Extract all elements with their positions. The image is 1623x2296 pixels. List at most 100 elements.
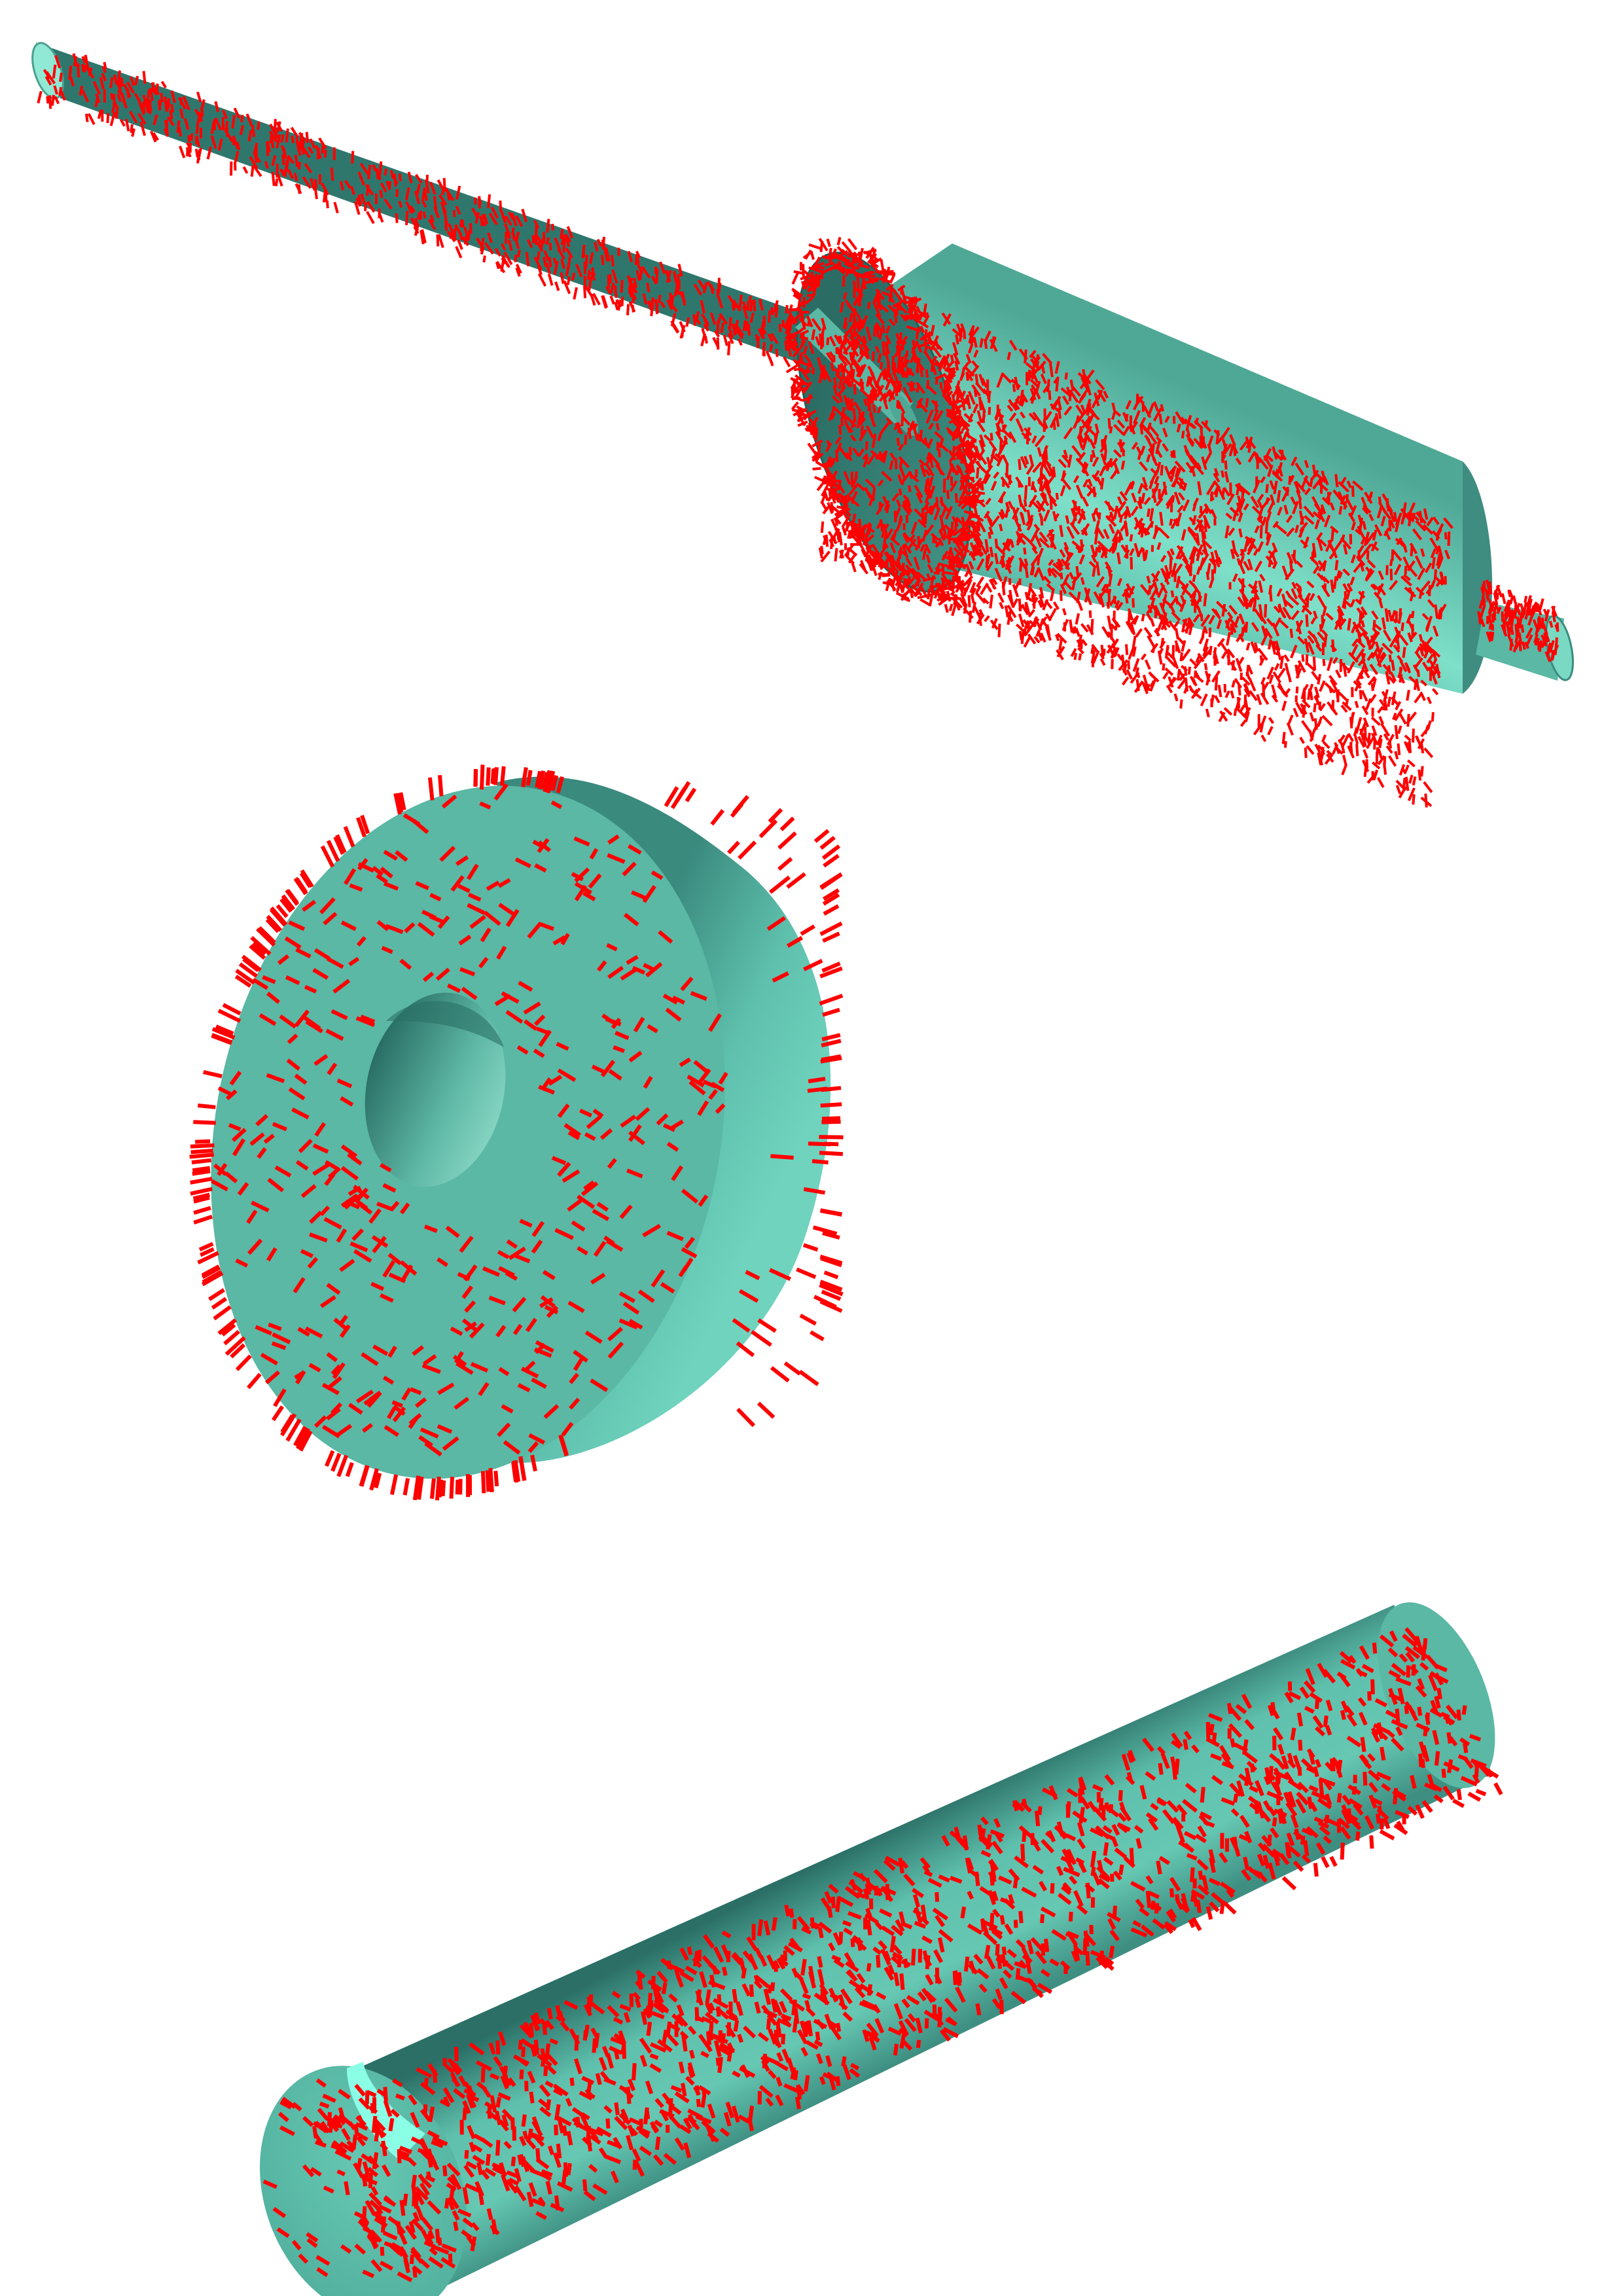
normal-marker bbox=[975, 521, 980, 531]
normal-marker bbox=[1007, 594, 1015, 609]
normal-marker bbox=[1055, 492, 1059, 500]
normal-marker bbox=[874, 346, 880, 353]
normal-marker bbox=[1319, 703, 1326, 711]
normal-marker bbox=[298, 132, 306, 141]
normal-marker bbox=[419, 230, 425, 245]
normal-marker bbox=[359, 1465, 369, 1487]
normal-marker bbox=[1142, 484, 1149, 492]
normal-marker bbox=[1056, 561, 1064, 571]
normal-marker bbox=[285, 975, 300, 986]
normal-marker bbox=[560, 228, 564, 240]
normal-marker bbox=[1250, 641, 1257, 654]
normal-marker bbox=[249, 1132, 265, 1146]
normal-marker bbox=[583, 261, 587, 274]
normal-marker bbox=[235, 1354, 252, 1371]
normal-marker bbox=[404, 922, 416, 933]
normal-marker bbox=[1255, 1780, 1264, 1797]
normal-marker bbox=[812, 439, 823, 448]
normal-marker bbox=[523, 1001, 541, 1015]
normal-marker bbox=[1111, 658, 1114, 670]
normal-marker bbox=[867, 524, 872, 535]
normal-marker bbox=[851, 347, 859, 357]
normal-marker bbox=[1377, 748, 1383, 759]
normal-marker bbox=[1296, 490, 1302, 501]
normal-marker bbox=[97, 109, 103, 119]
normal-marker bbox=[1047, 568, 1052, 577]
normal-marker bbox=[1261, 497, 1271, 509]
normal-marker bbox=[217, 1009, 241, 1023]
normal-marker bbox=[573, 1350, 588, 1363]
normal-marker bbox=[1118, 1790, 1123, 1801]
normal-marker bbox=[900, 590, 911, 598]
normal-marker bbox=[996, 454, 1004, 467]
normal-marker bbox=[821, 961, 841, 973]
normal-marker bbox=[703, 323, 709, 332]
normal-marker bbox=[1035, 390, 1041, 400]
normal-marker bbox=[236, 141, 241, 151]
normal-marker bbox=[255, 1114, 268, 1126]
normal-marker bbox=[1096, 526, 1105, 539]
normal-marker bbox=[404, 2225, 418, 2240]
normal-marker bbox=[1232, 573, 1238, 583]
normal-marker bbox=[849, 363, 854, 375]
normal-marker bbox=[793, 270, 804, 275]
normal-marker bbox=[211, 1027, 236, 1040]
normal-marker bbox=[1179, 673, 1186, 681]
normal-marker bbox=[1065, 562, 1071, 570]
normal-marker bbox=[1144, 549, 1149, 560]
normal-marker bbox=[373, 2119, 386, 2132]
normal-marker bbox=[618, 1318, 638, 1330]
normal-marker bbox=[474, 211, 480, 224]
normal-marker bbox=[882, 341, 886, 356]
normal-marker bbox=[836, 336, 846, 347]
normal-marker bbox=[880, 362, 883, 370]
normal-marker bbox=[1218, 488, 1226, 501]
normal-marker bbox=[348, 1185, 362, 1196]
normal-marker bbox=[521, 208, 528, 223]
normal-marker bbox=[685, 317, 690, 327]
normal-marker bbox=[768, 357, 774, 367]
normal-marker bbox=[622, 861, 637, 876]
normal-marker bbox=[1029, 379, 1040, 389]
normal-marker bbox=[1179, 550, 1189, 564]
normal-marker bbox=[1131, 492, 1137, 503]
normal-marker bbox=[301, 145, 311, 158]
normal-marker bbox=[1024, 499, 1027, 507]
normal-marker bbox=[399, 958, 412, 970]
normal-marker bbox=[163, 128, 169, 137]
normal-marker bbox=[321, 145, 325, 154]
normal-marker bbox=[1357, 526, 1365, 539]
normal-marker bbox=[1125, 545, 1129, 559]
normal-marker bbox=[820, 1208, 842, 1217]
normal-marker bbox=[938, 562, 948, 567]
normal-marker bbox=[1195, 675, 1204, 683]
normal-marker bbox=[1211, 607, 1221, 620]
normal-marker bbox=[1037, 474, 1046, 485]
normal-marker bbox=[339, 1324, 351, 1338]
normal-marker bbox=[1107, 588, 1112, 596]
normal-marker bbox=[584, 1132, 596, 1141]
normal-marker bbox=[1374, 1698, 1387, 1708]
normal-marker bbox=[196, 91, 202, 103]
normal-marker bbox=[470, 1361, 489, 1373]
normal-marker bbox=[1245, 642, 1251, 651]
normal-marker bbox=[952, 597, 963, 609]
normal-marker bbox=[952, 442, 964, 452]
normal-marker bbox=[1189, 422, 1197, 429]
normal-marker bbox=[976, 576, 985, 588]
normal-marker bbox=[848, 398, 854, 410]
normal-marker bbox=[198, 1242, 214, 1252]
normal-marker bbox=[785, 304, 789, 314]
normal-marker bbox=[325, 1450, 335, 1467]
normal-marker bbox=[458, 1479, 463, 1495]
normal-marker bbox=[588, 276, 593, 291]
normal-marker bbox=[1364, 567, 1373, 581]
normal-marker bbox=[888, 318, 896, 327]
normal-marker bbox=[1221, 643, 1230, 656]
normal-marker bbox=[1018, 630, 1024, 641]
normal-marker bbox=[939, 382, 943, 389]
normal-marker bbox=[1116, 653, 1124, 661]
normal-marker bbox=[543, 2065, 548, 2077]
normal-marker bbox=[609, 2045, 623, 2055]
normal-marker bbox=[1412, 528, 1422, 541]
